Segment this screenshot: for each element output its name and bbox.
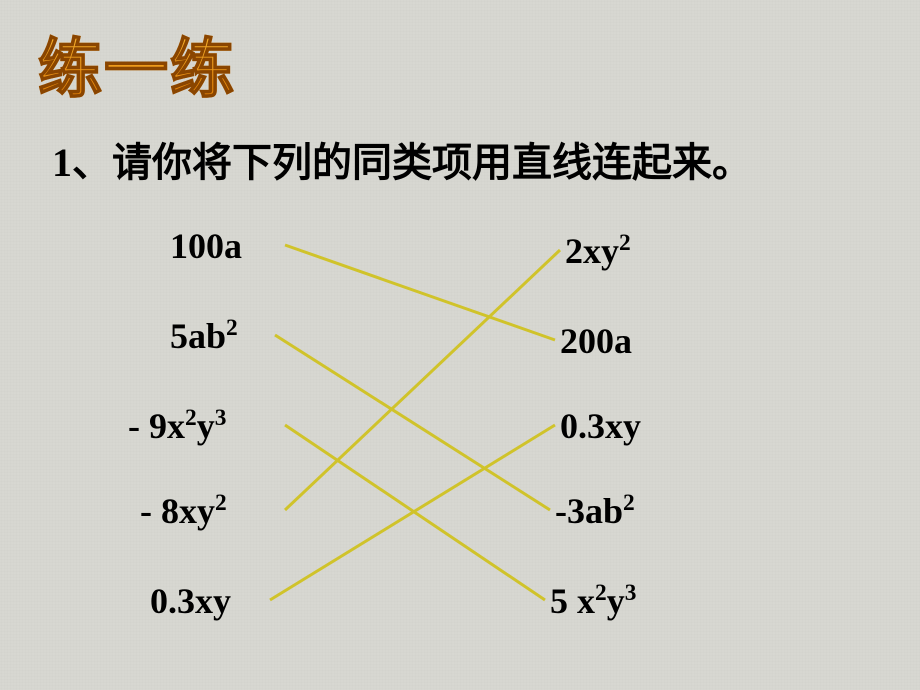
right-term: 5 x2y3 (550, 580, 636, 622)
left-term: 5ab2 (170, 315, 238, 357)
left-term: - 8xy2 (140, 490, 227, 532)
connection-line (285, 245, 555, 340)
connection-line (285, 250, 560, 510)
left-term: 100a (170, 225, 242, 267)
right-term: 200a (560, 320, 632, 362)
right-term: 0.3xy (560, 405, 641, 447)
right-term: 2xy2 (565, 230, 631, 272)
instruction-text: 1、请你将下列的同类项用直线连起来。 (52, 130, 752, 188)
page-title: 练一练 (38, 18, 236, 110)
connection-line (285, 425, 545, 600)
left-term: 0.3xy (150, 580, 231, 622)
left-term: - 9x2y3 (128, 405, 226, 447)
connection-line (275, 335, 550, 510)
connection-line (270, 425, 555, 600)
right-term: -3ab2 (555, 490, 635, 532)
